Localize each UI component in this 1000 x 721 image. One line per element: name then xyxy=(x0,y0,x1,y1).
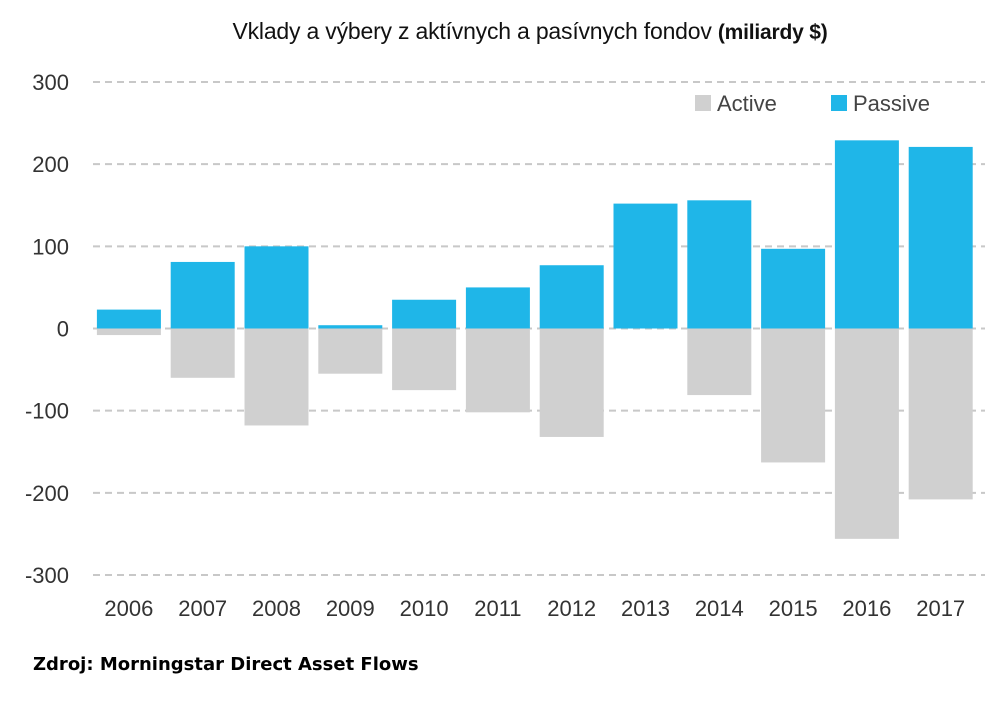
x-tick-label: 2009 xyxy=(326,596,375,621)
bar-active xyxy=(834,328,899,539)
x-tick-label: 2006 xyxy=(104,596,153,621)
y-tick-label: -200 xyxy=(25,481,69,506)
y-tick-label: 300 xyxy=(32,70,69,95)
y-tick-label: 0 xyxy=(57,317,69,342)
chart-title: Vklady a výbery z aktívnych a pasívnych … xyxy=(0,18,1000,45)
x-tick-label: 2014 xyxy=(695,596,744,621)
bar-active xyxy=(908,328,973,500)
legend-label: Passive xyxy=(853,91,930,116)
x-tick-label: 2015 xyxy=(769,596,818,621)
bar-active xyxy=(244,328,309,426)
y-tick-label: 200 xyxy=(32,152,69,177)
legend-swatch xyxy=(831,95,847,111)
bar-passive xyxy=(318,325,383,329)
x-tick-label: 2011 xyxy=(474,596,521,621)
legend-swatch xyxy=(695,95,711,111)
grid-lines xyxy=(93,81,985,576)
x-tick-label: 2013 xyxy=(621,596,670,621)
bar-passive xyxy=(170,261,235,329)
source-note: Zdroj: Morningstar Direct Asset Flows xyxy=(33,654,419,675)
y-tick-label: 100 xyxy=(32,234,69,259)
y-tick-label: -100 xyxy=(25,399,69,424)
x-tick-label: 2010 xyxy=(400,596,449,621)
x-tick-label: 2012 xyxy=(547,596,596,621)
bar-passive xyxy=(244,246,309,329)
bar-active xyxy=(687,328,752,396)
bar-passive xyxy=(613,203,678,329)
x-axis-ticks: 2006 2007 2008 2009 2010 2011 2012 2013 2014 2015… xyxy=(104,596,965,621)
bar-active xyxy=(96,328,161,336)
x-tick-label: 2008 xyxy=(252,596,301,621)
bar-active xyxy=(392,328,457,391)
bar-active xyxy=(465,328,530,413)
bar-active xyxy=(539,328,604,437)
bar-passive xyxy=(465,287,530,329)
bar-passive xyxy=(96,309,161,329)
bars xyxy=(96,140,973,539)
bar-passive xyxy=(834,140,899,329)
chart-title-text: Vklady a výbery z aktívnych a pasívnych … xyxy=(232,18,712,44)
bar-passive xyxy=(761,248,826,329)
x-tick-label: 2016 xyxy=(842,596,891,621)
bar-active xyxy=(318,328,383,374)
x-tick-label: 2007 xyxy=(178,596,227,621)
x-tick-label: 2017 xyxy=(916,596,965,621)
bar-active xyxy=(761,328,826,463)
legend-label: Active xyxy=(717,91,777,116)
y-axis-ticks: 300 200 100 0 -100 -200 -300 xyxy=(25,70,69,588)
bar-active xyxy=(170,328,235,378)
bar-passive xyxy=(392,299,457,329)
bar-passive xyxy=(908,146,973,329)
y-tick-label: -300 xyxy=(25,563,69,588)
bar-passive xyxy=(539,265,604,329)
bar-passive xyxy=(687,200,752,329)
legend: Active Passive xyxy=(695,91,930,116)
chart-title-unit: (miliardy $) xyxy=(717,21,828,44)
